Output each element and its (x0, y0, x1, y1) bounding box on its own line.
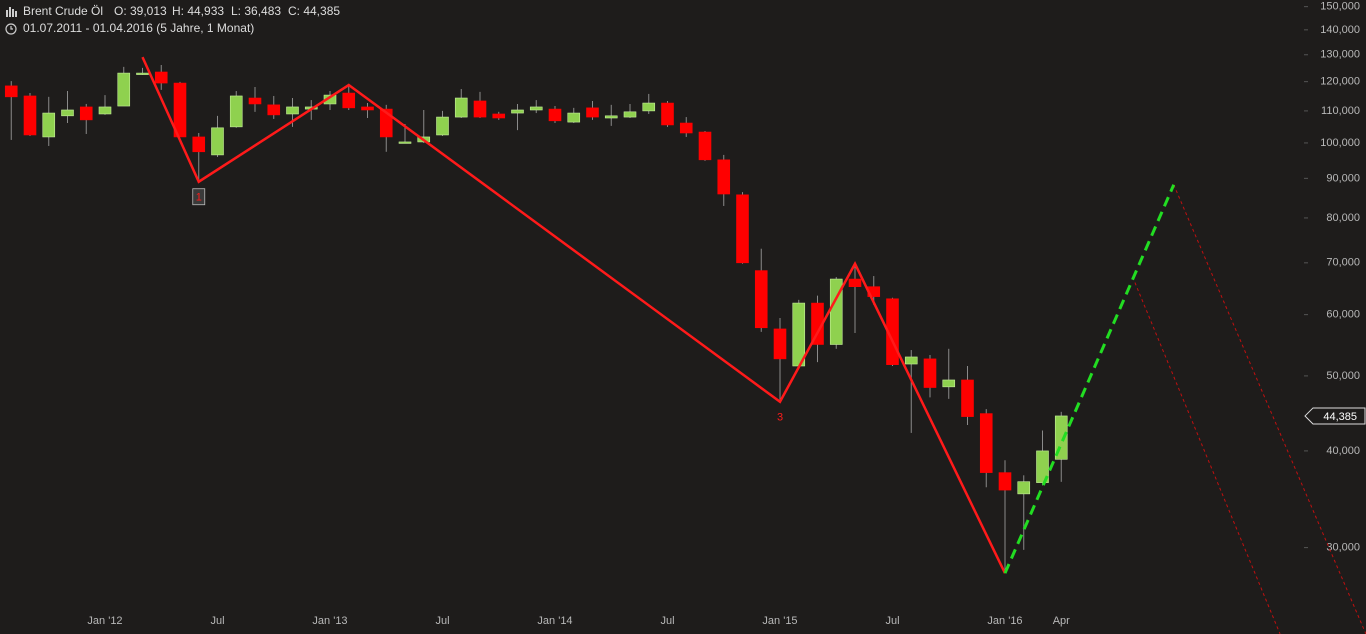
candle-body (754, 270, 768, 329)
candle-body (979, 413, 993, 473)
candle-body (773, 328, 787, 360)
x-tick-label: Jan '15 (762, 615, 797, 627)
y-tick-label: 90,000 (1326, 172, 1360, 184)
y-tick-label: 50,000 (1326, 370, 1360, 382)
candle-body (398, 141, 412, 144)
y-tick-label: 140,000 (1320, 24, 1360, 36)
x-tick-label: Jan '12 (87, 615, 122, 627)
x-tick-label: Jul (885, 615, 899, 627)
candle-body (192, 136, 206, 153)
price-tag (1304, 407, 1366, 425)
candle-body (623, 111, 637, 118)
y-tick-label: 130,000 (1320, 49, 1360, 61)
y-tick-label: 70,000 (1326, 257, 1360, 269)
y-tick-label: 100,000 (1320, 137, 1360, 149)
ohlc-close: C: 44,385 (288, 4, 340, 18)
candle-body (717, 159, 731, 195)
candle-body (679, 122, 693, 134)
candle-body (454, 97, 468, 118)
candle-body (942, 379, 956, 388)
candle-body (529, 106, 543, 111)
pattern-label-box (192, 188, 206, 206)
y-tick-label: 150,000 (1320, 1, 1360, 13)
candle-body (42, 112, 56, 138)
candle-body (61, 109, 74, 117)
pattern-label: 1 (196, 192, 202, 204)
chart-title: Brent Crude Öl (23, 4, 103, 18)
candle-body (98, 106, 112, 115)
x-tick-label: Jan '14 (537, 615, 572, 627)
x-tick-label: Jan '16 (987, 615, 1022, 627)
candle-body (548, 108, 562, 122)
candle-body (792, 302, 806, 367)
candle-body (1017, 481, 1031, 495)
price-tag-label: 44,385 (1323, 411, 1357, 423)
projection-line (1003, 184, 1176, 574)
y-tick-label: 80,000 (1326, 212, 1360, 224)
x-tick-label: Jul (660, 615, 674, 627)
y-tick-label: 120,000 (1320, 76, 1360, 88)
candle-body (211, 127, 224, 156)
ohlc-open: O: 39,013 (114, 4, 167, 18)
candle-body (361, 106, 374, 111)
y-tick-label: 60,000 (1326, 309, 1360, 321)
candle-body (229, 95, 243, 128)
y-tick-label: 30,000 (1326, 542, 1360, 554)
candle-body (698, 131, 712, 161)
candle-body (4, 85, 18, 98)
ohlc-high: H: 44,933 (172, 4, 224, 18)
candle-body (286, 106, 299, 115)
candle-body (436, 116, 449, 136)
candle-body (492, 113, 506, 119)
candle-body (661, 102, 674, 126)
chart-subtitle: 01.07.2011 - 01.04.2016 (5 Jahre, 1 Mona… (23, 21, 254, 35)
candle-body (848, 278, 862, 287)
candle-body (586, 107, 599, 118)
ohlc-low: L: 36,483 (231, 4, 281, 18)
pattern-line (141, 56, 1007, 574)
candle-body (117, 72, 131, 107)
candle-body (23, 95, 37, 136)
candle-body (904, 356, 918, 365)
candle-body (511, 109, 524, 114)
candle-body (642, 102, 656, 112)
candle-body (736, 194, 749, 264)
header-icons (5, 7, 17, 35)
candle-body (154, 71, 168, 84)
candle-body (604, 115, 618, 119)
candle-body (136, 72, 149, 75)
candle-body (923, 358, 937, 388)
candle-body (998, 472, 1012, 491)
candle-body (1036, 450, 1049, 483)
x-tick-label: Apr (1053, 615, 1070, 627)
y-tick-label: 110,000 (1321, 105, 1360, 117)
candle-body (473, 100, 487, 118)
x-tick-label: Jan '13 (312, 615, 347, 627)
y-tick-label: 40,000 (1326, 445, 1360, 457)
candle-body (79, 106, 93, 121)
candle-body (173, 82, 187, 138)
x-tick-label: Jul (210, 615, 224, 627)
candle-body (342, 92, 356, 109)
candle-body (267, 104, 281, 116)
x-tick-label: Jul (435, 615, 449, 627)
pattern-label: 3 (777, 412, 783, 424)
candle-body (248, 97, 262, 105)
candle-body (961, 379, 974, 417)
candle-body (567, 112, 581, 123)
